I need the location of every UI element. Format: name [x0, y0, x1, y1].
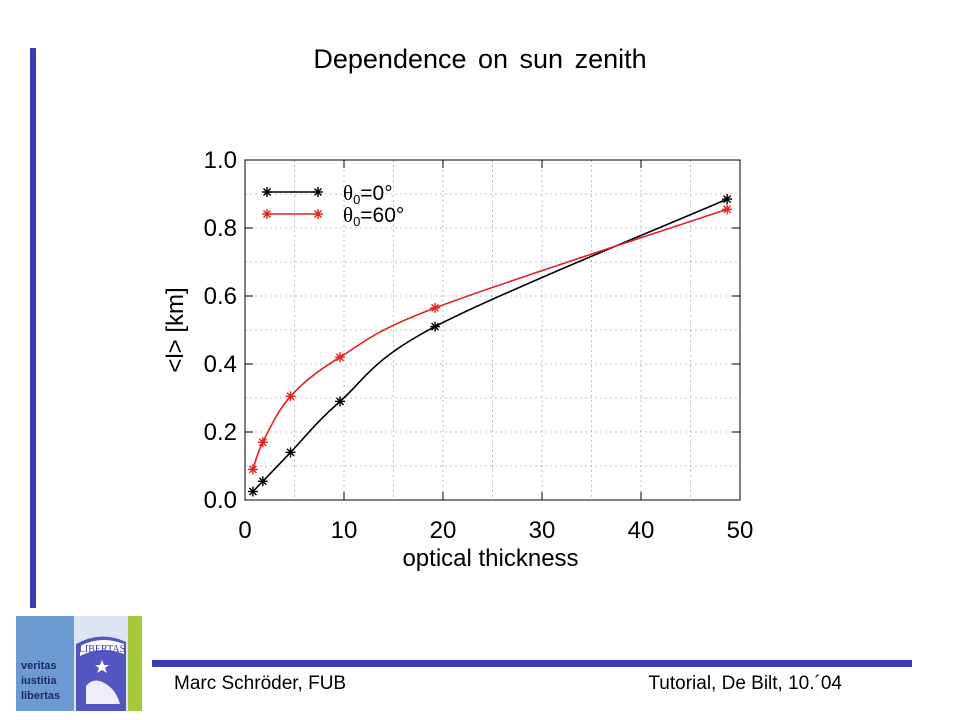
data-point-series-1	[335, 352, 346, 363]
slide-title: Dependence on sun zenith	[313, 44, 647, 74]
logo-blue-panel	[16, 616, 74, 711]
logo-text-veritas: veritas	[21, 660, 56, 672]
data-point-series-0	[430, 321, 441, 332]
x-tick-label: 30	[529, 517, 556, 544]
footer-bar	[152, 660, 912, 667]
data-point-series-1	[430, 302, 441, 313]
university-logo: LIBERTAS veritas iustitia libertas	[16, 616, 142, 711]
data-point-series-1	[257, 437, 268, 448]
footer-event: Tutorial, De Bilt, 10.´04	[648, 673, 842, 694]
legend-marker-1	[313, 209, 323, 219]
data-point-series-0	[285, 447, 296, 458]
x-tick-label: 50	[727, 517, 754, 544]
chart: 0 10 20 30 40 50 0.0 0.2 0.4 0.6 0.8 1.0 optical thi…	[162, 147, 754, 572]
data-point-series-0	[247, 486, 258, 497]
legend-label-0: θ0=0°	[343, 181, 393, 207]
y-tick-label: 1.0	[204, 147, 237, 174]
logo-seal-icon: LIBERTAS	[76, 636, 126, 711]
data-point-series-0	[722, 194, 733, 205]
y-tick-label: 0.0	[204, 487, 237, 514]
logo-text-libertas: libertas	[21, 690, 60, 702]
logo-seal-text: LIBERTAS	[79, 644, 125, 655]
legend-marker-1	[262, 209, 272, 219]
x-tick-label: 10	[331, 517, 358, 544]
data-point-series-1	[285, 391, 296, 402]
left-accent-bar	[30, 48, 36, 608]
footer-author: Marc Schröder, FUB	[174, 673, 347, 694]
legend-marker-0	[313, 187, 323, 197]
x-tick-label: 20	[430, 517, 457, 544]
y-tick-label: 0.4	[204, 351, 237, 378]
data-point-series-0	[257, 476, 268, 487]
data-point-series-0	[335, 396, 346, 407]
x-tick-label: 0	[238, 517, 251, 544]
y-tick-label: 0.8	[204, 215, 237, 242]
data-point-series-1	[722, 204, 733, 215]
y-tick-label: 0.6	[204, 283, 237, 310]
x-axis-label: optical thickness	[402, 545, 578, 572]
x-tick-label: 40	[628, 517, 655, 544]
series-line-1	[252, 208, 728, 470]
legend-label-1: θ0=60°	[343, 203, 404, 229]
logo-text-iustitia: iustitia	[21, 675, 57, 687]
data-point-series-1	[247, 464, 258, 475]
y-tick-label: 0.2	[204, 419, 237, 446]
plot-frame	[244, 159, 741, 501]
logo-green-stripe	[128, 616, 142, 711]
y-axis-label: <l> [km]	[162, 287, 189, 372]
legend-marker-0	[262, 187, 272, 197]
series-line-0	[252, 198, 728, 493]
